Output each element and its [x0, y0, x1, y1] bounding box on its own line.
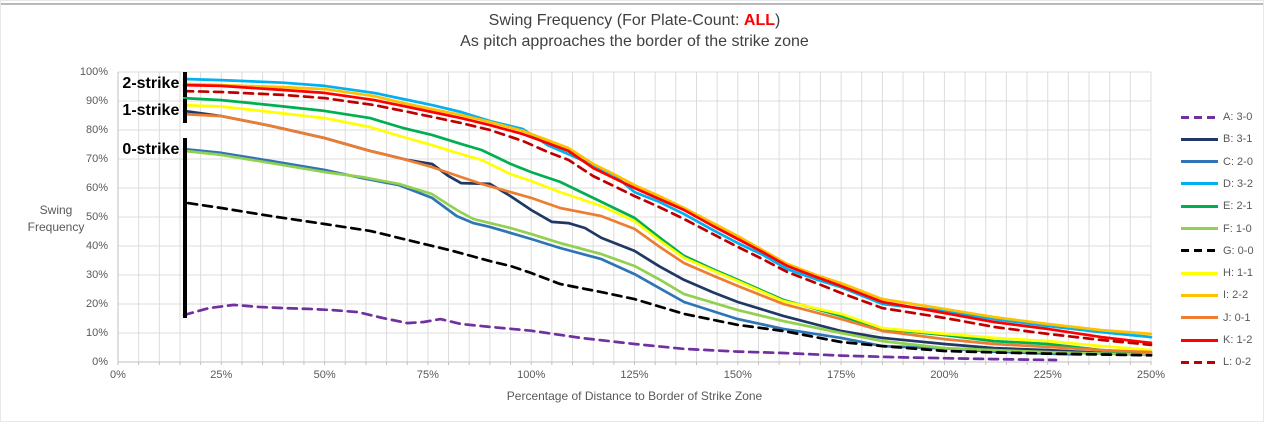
- legend-item-K-1-2: K: 1-2: [1181, 332, 1252, 348]
- chart-title: Swing Frequency (For Plate-Count: ALL): [118, 10, 1151, 31]
- annotation-label-0-strike: 0-strike: [122, 141, 180, 159]
- legend-swatch: [1181, 160, 1218, 164]
- x-tick-label: 0%: [110, 369, 126, 381]
- annotation-label-2-strike: 2-strike: [122, 75, 180, 92]
- legend-swatch: [1181, 204, 1218, 208]
- series-line-G-0-0: [186, 201, 1153, 357]
- legend-label: I: 2-2: [1223, 289, 1249, 302]
- legend-item-I-2-2: I: 2-2: [1181, 287, 1248, 303]
- legend-swatch: [1181, 249, 1218, 253]
- series-line-F-1-0: [182, 149, 1153, 357]
- legend-label: A: 3-0: [1223, 111, 1253, 123]
- y-tick-label: 10%: [85, 327, 108, 339]
- x-tick-label: 175%: [827, 369, 856, 381]
- chart-header: Swing Frequency (For Plate-Count: ALL) A…: [118, 10, 1151, 52]
- legend-item-D-3-2: D: 3-2: [1181, 176, 1253, 192]
- legend-item-G-0-0: G: 0-0: [1181, 243, 1254, 259]
- legend-item-C-2-0: C: 2-0: [1181, 154, 1253, 170]
- x-tick-label: 75%: [416, 369, 439, 381]
- legend-swatch: [1181, 360, 1218, 364]
- legend-label: L: 0-2: [1223, 356, 1252, 369]
- chart-title-highlight: ALL: [743, 12, 775, 29]
- y-tick-label: 20%: [85, 298, 108, 310]
- chart-title-prefix: Swing Frequency (For Plate-Count:: [488, 12, 744, 29]
- y-tick-label: 30%: [85, 269, 108, 281]
- x-tick-label: 125%: [620, 369, 649, 381]
- x-tick-label: 50%: [313, 369, 336, 381]
- legend-label: F: 1-0: [1223, 222, 1252, 235]
- y-tick-label: 50%: [85, 211, 108, 223]
- legend-label: K: 1-2: [1223, 334, 1253, 346]
- x-tick-label: 150%: [723, 369, 752, 381]
- x-axis-title: Percentage of Distance to Border of Stri…: [506, 389, 763, 403]
- y-tick-label: 0%: [92, 356, 108, 368]
- y-tick-label: 60%: [85, 182, 108, 194]
- legend-swatch: [1181, 293, 1218, 297]
- series-line-H-1-1: [182, 103, 1153, 352]
- top-divider: [1, 3, 1263, 5]
- series-line-L-0-2: [182, 89, 1153, 347]
- y-axis-title: Swing Frequency: [27, 203, 85, 234]
- chart-title-suffix: ): [775, 12, 781, 29]
- legend-swatch: [1181, 182, 1218, 186]
- legend-item-F-1-0: F: 1-0: [1181, 221, 1252, 237]
- chart-subtitle: As pitch approaches the border of the st…: [460, 33, 809, 50]
- series-line-I-2-2: [182, 82, 1153, 336]
- x-tick-label: 25%: [210, 369, 233, 381]
- legend-swatch: [1181, 137, 1218, 141]
- legend-item-L-0-2: L: 0-2: [1181, 354, 1251, 370]
- legend-label: E: 2-1: [1223, 200, 1253, 213]
- legend-swatch: [1181, 271, 1218, 275]
- legend-item-B-3-1: B: 3-1: [1181, 131, 1252, 147]
- legend-swatch: [1181, 115, 1218, 119]
- x-tick-label: 250%: [1136, 369, 1166, 381]
- legend-label: H: 1-1: [1223, 267, 1253, 280]
- legend-label: C: 2-0: [1223, 155, 1253, 168]
- y-tick-label: 70%: [85, 153, 108, 165]
- legend-item-J-0-1: J: 0-1: [1181, 310, 1251, 326]
- legend-item-A-3-0: A: 3-0: [1181, 109, 1252, 125]
- legend-swatch: [1181, 338, 1218, 342]
- x-tick-label: 200%: [930, 369, 959, 381]
- legend-label: D: 3-2: [1223, 177, 1253, 190]
- annotation-bar-2-strike: [183, 72, 188, 97]
- y-tick-label: 80%: [85, 124, 108, 136]
- legend-label: G: 0-0: [1223, 244, 1254, 257]
- legend-swatch: [1181, 227, 1218, 230]
- legend-item-H-1-1: H: 1-1: [1181, 265, 1253, 281]
- y-tick-label: 40%: [85, 240, 108, 252]
- x-tick-label: 225%: [1033, 369, 1062, 381]
- y-tick-label: 100%: [79, 66, 108, 78]
- annotation-label-1-strike: 1-strike: [122, 101, 180, 119]
- annotation-bar-1-strike: [183, 98, 188, 124]
- series-line-J-0-1: [182, 112, 1153, 354]
- series-line-K-1-2: [182, 83, 1153, 345]
- series-line-A-3-0: [182, 303, 1058, 362]
- legend-label: B: 3-1: [1223, 133, 1253, 146]
- x-tick-label: 100%: [517, 369, 546, 381]
- y-tick-label: 90%: [85, 95, 108, 107]
- legend-label: J: 0-1: [1223, 311, 1251, 324]
- legend-item-E-2-1: E: 2-1: [1181, 198, 1252, 214]
- series-line-C-2-0: [182, 147, 1083, 356]
- legend-swatch: [1181, 316, 1218, 320]
- annotation-bar-0-strike: [183, 138, 188, 318]
